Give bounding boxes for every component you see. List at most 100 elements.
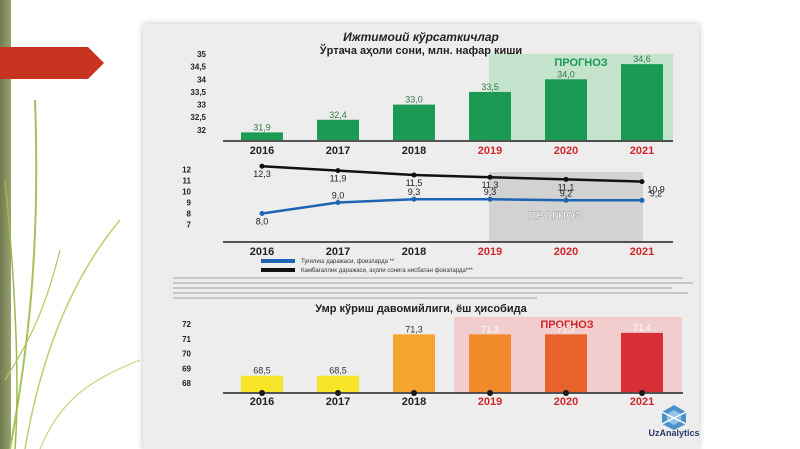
bar — [545, 334, 587, 392]
infographic-panel: Ижтимоий кўрсаткичлар Ўртача аҳоли сони,… — [143, 24, 700, 449]
forecast-label: ПРОГНОЗ — [554, 57, 607, 69]
data-label: 68,5 — [329, 366, 347, 376]
forecast-band — [489, 172, 643, 242]
poverty-rate-line — [261, 164, 643, 183]
data-label: 10,9 — [647, 185, 665, 195]
y-tick-label: 33,5 — [190, 88, 206, 97]
data-label: 11,9 — [330, 174, 347, 184]
bar — [621, 332, 663, 392]
birth-rate-line — [261, 197, 642, 215]
y-tick-label: 69 — [182, 364, 191, 373]
data-point — [259, 211, 265, 216]
data-label: 33,5 — [481, 82, 499, 92]
data-point — [335, 200, 341, 205]
footnotes-block — [173, 277, 693, 302]
y-tick-label: 70 — [182, 350, 191, 359]
x-tick-label: 2016 — [250, 396, 274, 408]
x-tick-label: 2019 — [478, 145, 502, 157]
x-tick-label: 2018 — [402, 145, 426, 157]
data-label: 11,3 — [482, 180, 499, 190]
data-label: 68,5 — [253, 366, 271, 376]
y-tick-label: 12 — [182, 166, 191, 175]
y-tick-label: 71 — [182, 335, 191, 344]
data-label: 34,6 — [633, 54, 651, 64]
y-tick-label: 10 — [182, 188, 191, 197]
bar — [621, 64, 663, 140]
bar — [469, 91, 511, 140]
data-label: 33,0 — [405, 95, 423, 105]
bar — [241, 132, 283, 140]
x-tick-label: 2016 — [250, 145, 274, 157]
uzanalytics-logo: UzAnalytics — [639, 404, 709, 444]
bar — [393, 334, 435, 392]
y-tick-label: 9 — [187, 199, 192, 208]
population-bar-chart: ПРОГНОЗ 32 32,5 33 33,5 34 34,5 35 31,9 32,4 33,0 3… — [190, 50, 673, 157]
x-tick-label: 2017 — [326, 145, 350, 157]
x-tick-label: 2018 — [402, 246, 426, 258]
y-tick-label: 34 — [197, 75, 206, 84]
data-point — [639, 179, 645, 185]
forecast-label: ПРОГНОЗ — [540, 319, 593, 331]
data-label: 9,2 — [560, 188, 573, 198]
bar — [545, 79, 587, 140]
rates-line-chart: ПРОГНОЗ 7 8 9 10 11 12 8,0 9,0 9,3 9,3 9,2 9,2 12,3 11… — [182, 163, 673, 258]
bar — [469, 334, 511, 392]
red-arrow-decoration — [0, 47, 104, 79]
data-point — [563, 176, 569, 182]
x-tick-label: 2016 — [250, 246, 274, 258]
x-tick-label: 2019 — [478, 246, 502, 258]
data-label: 9,3 — [408, 187, 421, 197]
data-point — [411, 172, 417, 178]
bar — [317, 119, 359, 140]
data-point — [487, 196, 493, 202]
infographic-chart: Ижтимоий кўрсаткичлар Ўртача аҳоли сони,… — [182, 30, 683, 408]
data-label: 11,5 — [406, 178, 423, 188]
x-tick-label: 2018 — [402, 396, 426, 408]
data-point — [639, 197, 645, 203]
bar — [317, 375, 359, 392]
legend-swatch-birth — [261, 259, 295, 263]
data-point — [259, 163, 265, 169]
data-label: 8,0 — [256, 217, 269, 227]
x-tick-label: 2019 — [478, 396, 502, 408]
data-label: 9,2 — [650, 188, 663, 198]
data-point — [411, 196, 417, 202]
forecast-label: ПРОГНОЗ — [528, 210, 581, 222]
bar — [241, 375, 283, 392]
life-expectancy-bar-chart: Умр кўриш давомийлиги, ёш ҳисобида ПРОГНО… — [182, 303, 683, 408]
y-tick-label: 35 — [197, 50, 206, 59]
x-tick-label: 2020 — [554, 396, 578, 408]
x-tick-label: 2020 — [554, 145, 578, 157]
legend-label-birth: Туғилиш даражаси, фоизларда ** — [301, 259, 395, 265]
y-tick-label: 11 — [183, 177, 192, 186]
chart-subtitle-population: Ўртача аҳоли сони, млн. нафар киши — [319, 44, 522, 57]
y-tick-label: 34,5 — [190, 63, 206, 72]
chart-subtitle-life-expectancy: Умр кўриш давомийлиги, ёш ҳисобида — [315, 303, 527, 315]
y-tick-label: 7 — [187, 221, 192, 230]
line-chart-legend: Туғилиш даражаси, фоизларда ** Камбағалл… — [261, 259, 473, 274]
data-label: 9,0 — [332, 191, 345, 201]
data-point — [563, 197, 569, 203]
y-tick-label: 72 — [182, 320, 191, 329]
x-tick-label: 2021 — [630, 396, 654, 408]
x-tick-label: 2021 — [630, 246, 654, 258]
sprout-decoration — [4, 99, 141, 449]
logo-icon — [661, 405, 687, 430]
data-label: 71,3 — [405, 324, 423, 334]
data-label: 71,3 — [557, 324, 575, 334]
data-point — [487, 174, 493, 180]
infographic-title: Ижтимоий кўрсаткичлар — [343, 30, 499, 44]
y-tick-label: 32,5 — [190, 113, 206, 122]
data-label: 12,3 — [253, 169, 271, 179]
data-label: 71,3 — [481, 324, 499, 334]
y-tick-label: 68 — [182, 379, 191, 388]
legend-swatch-poverty — [261, 268, 295, 272]
bar — [393, 104, 435, 140]
x-tick-label: 2020 — [554, 246, 578, 258]
y-tick-label: 8 — [187, 210, 192, 219]
green-accent-strip — [0, 0, 11, 449]
y-tick-label: 32 — [197, 126, 206, 135]
data-label: 31,9 — [253, 122, 271, 132]
data-label: 71,4 — [633, 323, 651, 333]
data-label: 11,1 — [558, 182, 575, 192]
